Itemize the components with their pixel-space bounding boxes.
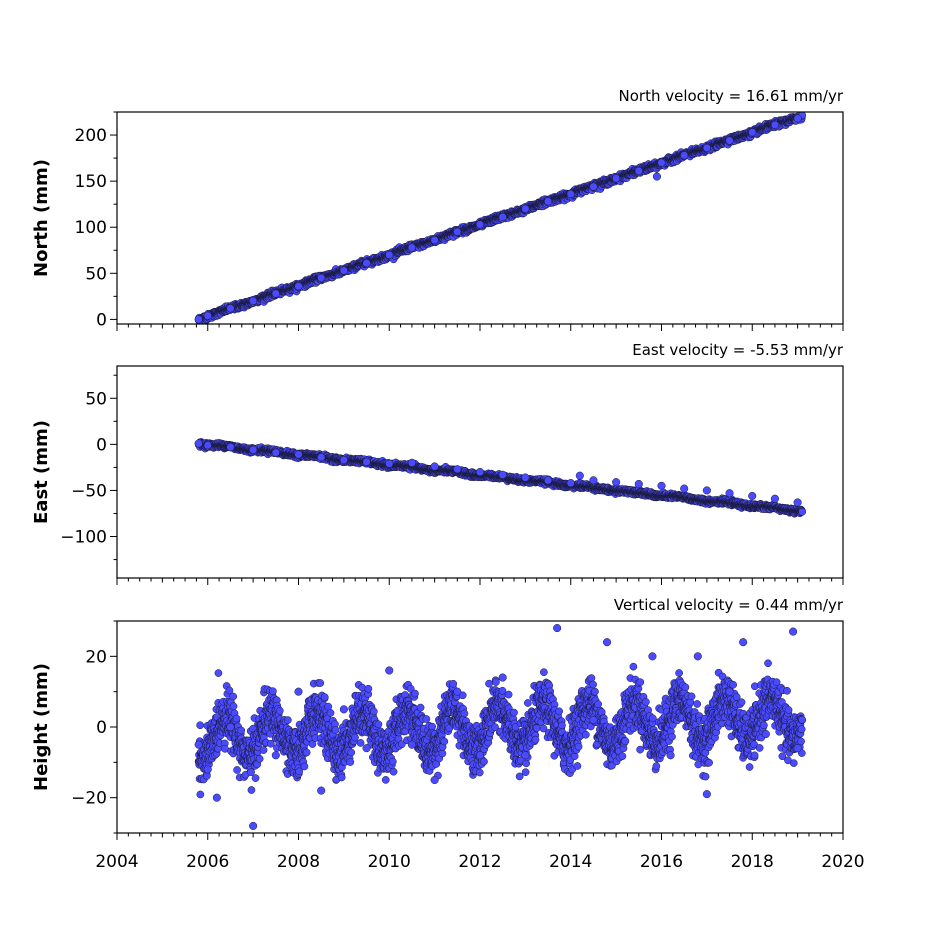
north-point xyxy=(544,197,553,206)
north-point xyxy=(748,128,757,137)
y-tick-label: 100 xyxy=(75,218,107,238)
north-point xyxy=(566,189,575,199)
north-point xyxy=(407,243,416,252)
north-point xyxy=(226,304,235,313)
north-point xyxy=(203,311,212,320)
north-point xyxy=(194,315,203,324)
north-point xyxy=(680,151,689,160)
north-point xyxy=(475,220,485,229)
north-point xyxy=(271,289,280,298)
north-y-axis-label: North (mm) xyxy=(31,159,52,277)
y-tick-label: 50 xyxy=(85,264,107,284)
north-point xyxy=(793,114,802,123)
north-point xyxy=(634,166,643,176)
east-points xyxy=(194,438,807,518)
north-point xyxy=(453,227,462,236)
north-point xyxy=(430,236,439,245)
north-point xyxy=(339,266,348,275)
y-tick-label: 0 xyxy=(96,310,107,330)
north-panel: 0 50 100 150 200 North velocity = 16.61 mm/yr… xyxy=(31,87,844,331)
north-point xyxy=(702,143,711,152)
north-point xyxy=(612,174,621,183)
north-point xyxy=(317,273,326,282)
north-velocity-title: North velocity = 16.61 mm/yr xyxy=(619,87,844,105)
y-tick-label: 150 xyxy=(75,172,107,192)
north-point xyxy=(521,204,530,213)
north-point xyxy=(652,172,662,181)
north-point xyxy=(249,296,258,306)
north-point xyxy=(294,282,303,291)
y-tick-label: 200 xyxy=(75,126,107,146)
north-point xyxy=(657,158,666,167)
north-point xyxy=(770,120,779,129)
north-point xyxy=(725,136,734,145)
north-point xyxy=(385,250,394,259)
north-point xyxy=(362,259,371,268)
north-point xyxy=(589,182,598,191)
north-y-ticks: 0 50 100 150 200 xyxy=(75,111,117,330)
north-x-ticks xyxy=(116,324,844,331)
north-points xyxy=(194,112,807,324)
north-point xyxy=(498,213,507,222)
